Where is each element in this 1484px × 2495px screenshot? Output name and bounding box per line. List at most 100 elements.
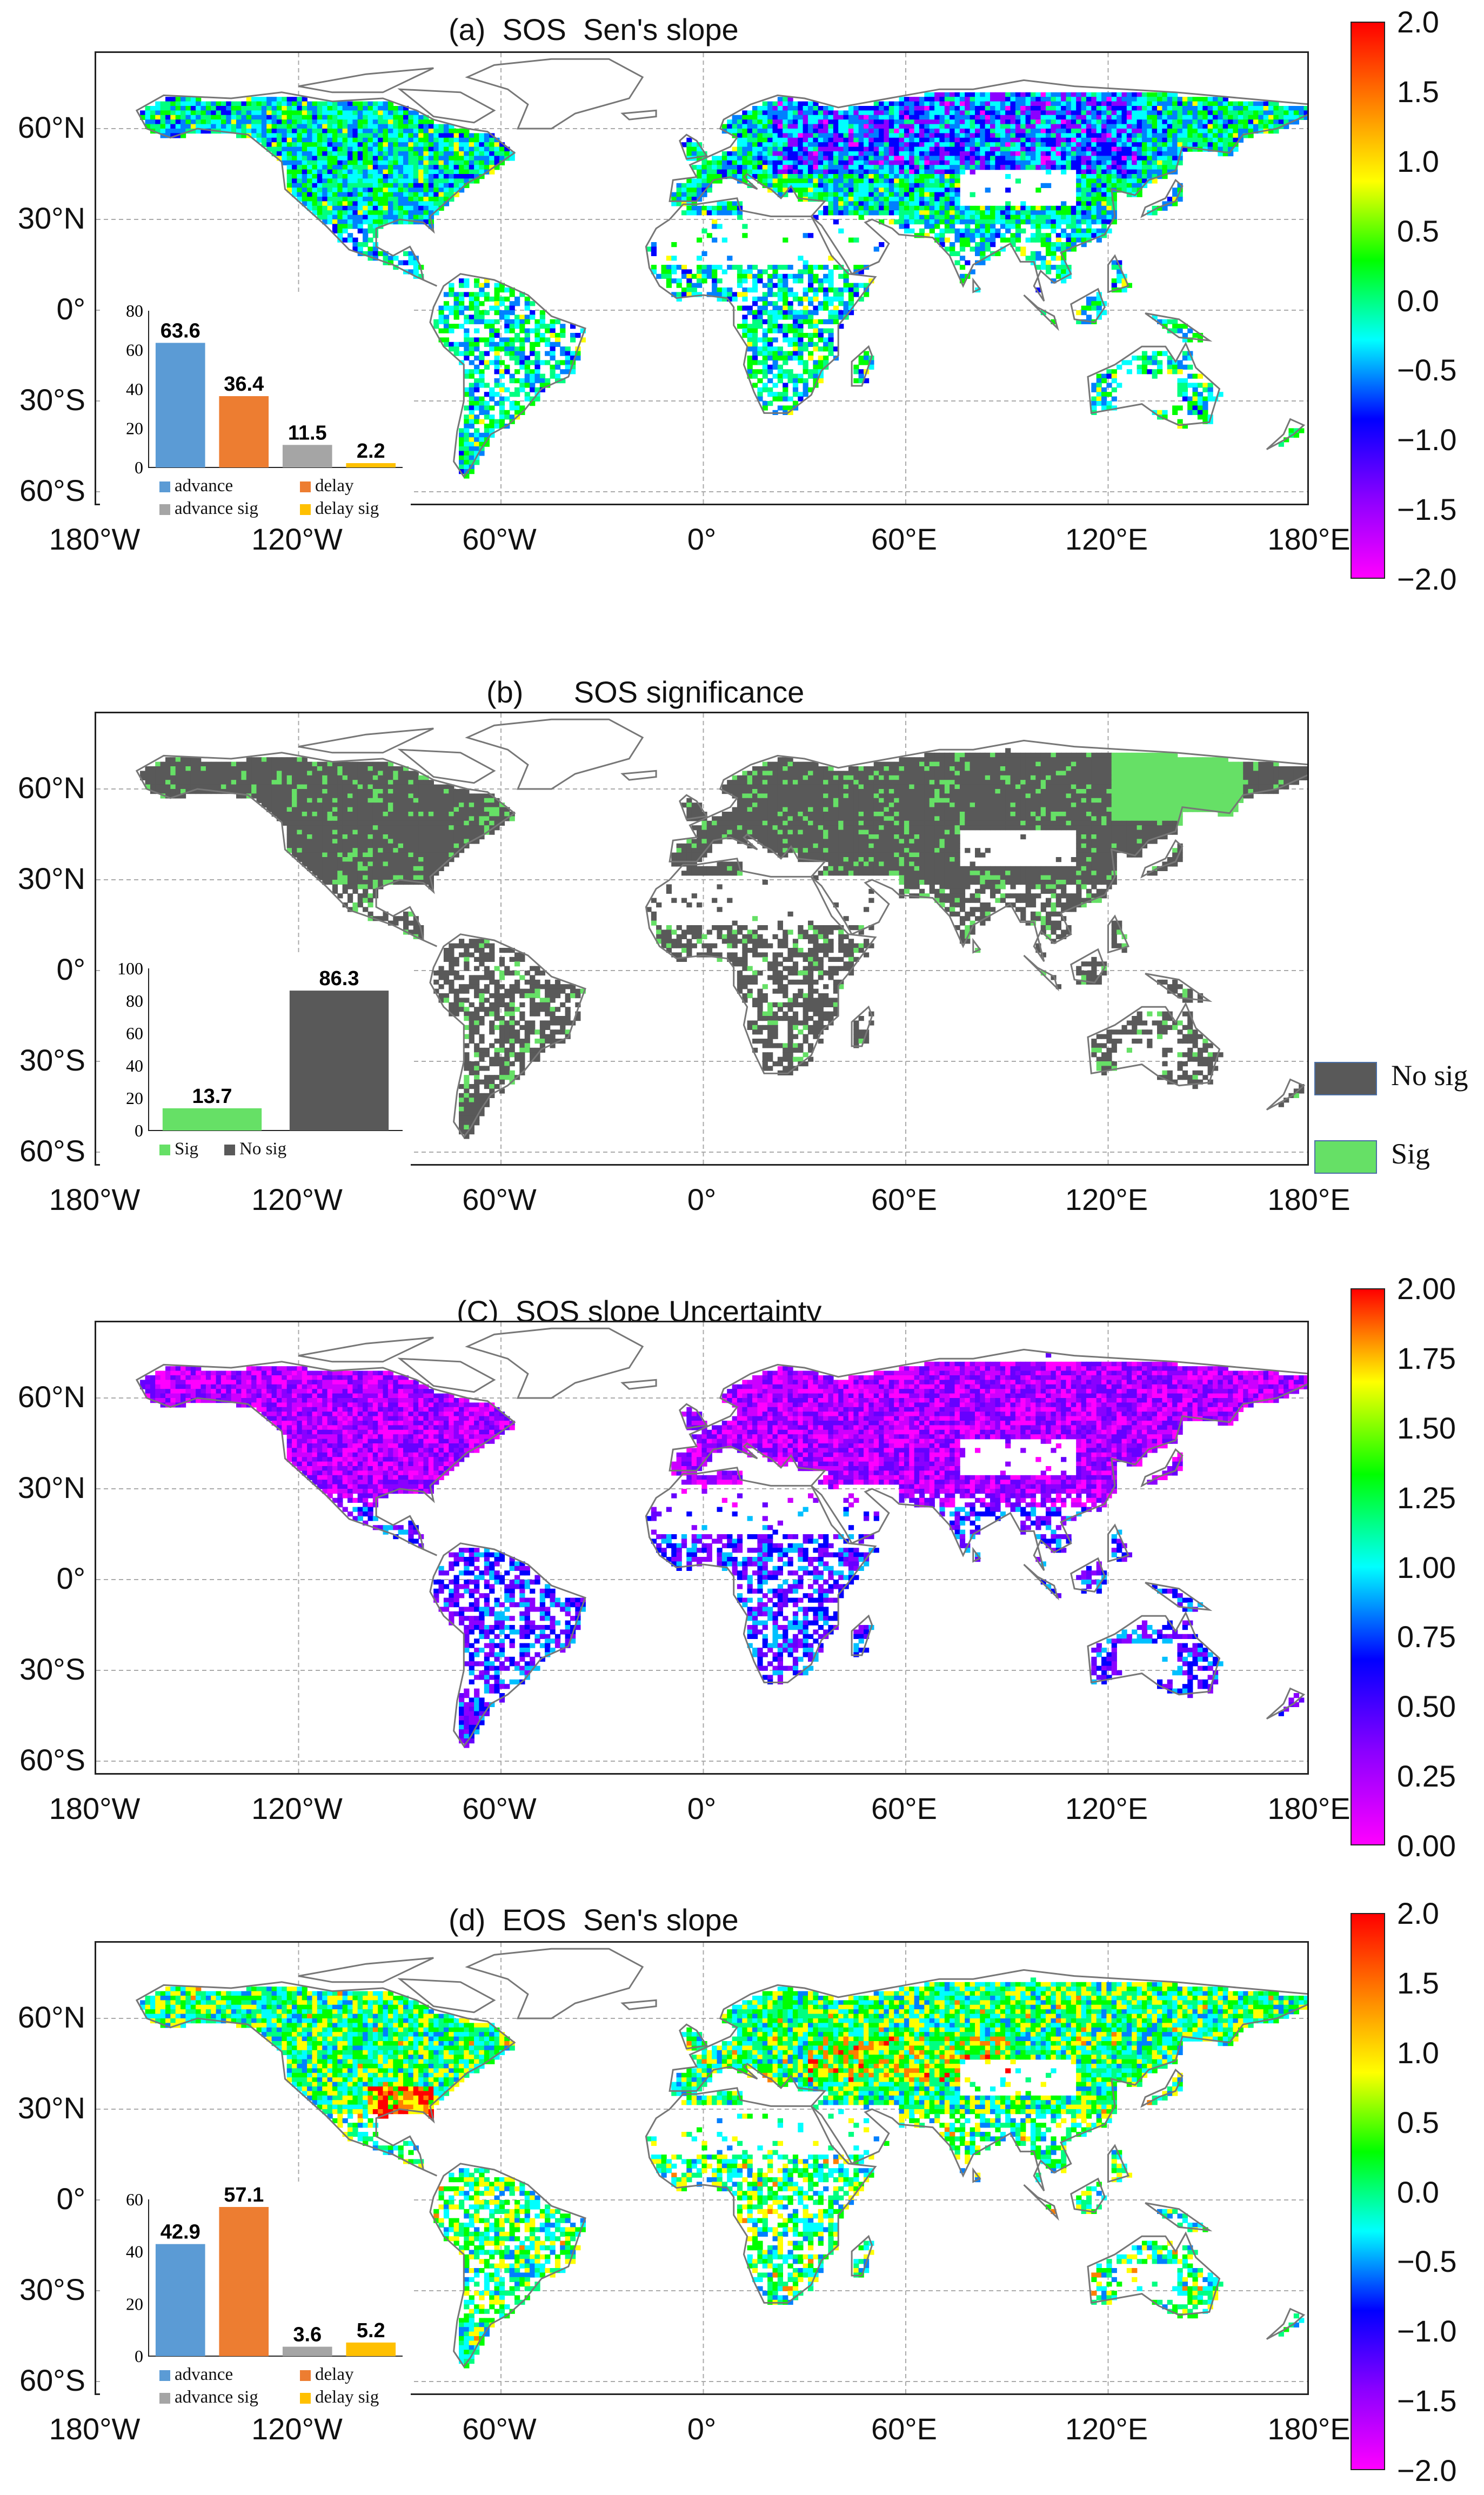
coastline-newguinea: [1145, 2202, 1213, 2232]
coastline-srilanka: [972, 2167, 981, 2183]
lon-tick-label: 120°W: [227, 1791, 367, 1826]
inset-ytick-label: 40: [126, 1056, 143, 1075]
lon-tick-label: 60°W: [429, 1182, 570, 1217]
lon-tick-label: 0°: [632, 2411, 772, 2446]
coastline-nz: [1266, 418, 1306, 450]
coastline-uk: [679, 1403, 708, 1429]
legend-sig: Sig: [1314, 1137, 1430, 1174]
colorbar: [1351, 1288, 1385, 1845]
legend-label: advance sig: [175, 499, 258, 518]
inset-value-label: 63.6: [161, 319, 200, 342]
lat-tick-label: 30°N: [0, 1470, 85, 1505]
inset-legend-entry: advance sig: [159, 2387, 258, 2407]
panel-b: (b) SOS significance No sig Sig 100 80 60 4…: [0, 660, 1484, 1309]
coastline-samerica: [429, 2163, 586, 2368]
panel-title: (a) SOS Sen's slope: [449, 12, 739, 47]
coastline-philippines: [1107, 1523, 1130, 1563]
coastline-eurasia: [669, 1348, 1307, 1571]
colorbar-tick-label: 0.0: [1397, 283, 1439, 318]
coastline-nz: [1266, 1687, 1306, 1720]
coastline-indonesia: [1023, 294, 1059, 331]
coastline-africa: [645, 1467, 877, 1683]
coastline-eurasia: [669, 739, 1307, 962]
colorbar-tick-label: −0.5: [1397, 2244, 1457, 2279]
legend-label: No sig: [1391, 1059, 1468, 1092]
inset-ytick-label: 0: [135, 2346, 143, 2366]
coastline-srilanka: [972, 938, 981, 954]
coastline-namerica: [135, 91, 516, 287]
coastline-iceland: [620, 1999, 657, 2010]
data-pixels: [140, 1353, 1307, 1748]
coastline-madagascar: [851, 345, 873, 387]
lat-tick-label: 0°: [0, 291, 85, 326]
inset-bar: [155, 2244, 205, 2356]
lon-tick-label: 120°W: [227, 2411, 367, 2446]
legend-swatch: [159, 504, 170, 516]
coastline-greenland: [465, 1327, 644, 1399]
colorbar-tick-label: 1.00: [1397, 1550, 1456, 1585]
data-pixels: [140, 748, 1307, 1139]
inset-bar-chart: 60 40 20 0 42.9 57.1 3.6 5.2 advance delay advance…: [100, 2183, 411, 2421]
inset-legend-entry: advance sig: [159, 499, 258, 519]
lat-tick-label: 30°S: [0, 382, 85, 417]
lon-tick-label: 180°E: [1239, 1791, 1379, 1826]
lon-tick-label: 180°E: [1239, 521, 1379, 557]
lat-tick-label: 60°N: [0, 1379, 85, 1414]
legend-swatch: [300, 481, 311, 493]
lat-tick-label: 30°N: [0, 2090, 85, 2125]
legend-label: delay sig: [315, 2387, 379, 2407]
inset-legend-entry: advance: [159, 476, 233, 496]
lat-tick-label: 60°S: [0, 1742, 85, 1777]
coastline-indonesia: [1023, 954, 1059, 992]
inset-legend-entry: delay: [300, 476, 353, 496]
colorbar-tick-label: −1.0: [1397, 422, 1457, 457]
coastline-arcticis: [298, 67, 434, 93]
coastline-philippines: [1107, 254, 1130, 293]
lat-tick-label: 30°S: [0, 1651, 85, 1687]
inset-svg: 80 60 40 20 0 63.6 36.4 11.5 2.2: [100, 295, 411, 532]
inset-value-label: 42.9: [161, 2221, 200, 2244]
coastline-borneo: [1070, 948, 1106, 984]
lat-tick-label: 60°N: [0, 770, 85, 805]
legend-swatch: [1314, 1061, 1377, 1095]
map: [95, 1941, 1309, 2395]
data-pixels: [140, 92, 1307, 479]
colorbar-tick-label: 1.0: [1397, 144, 1439, 179]
coastline-greenland: [465, 718, 644, 790]
legend-swatch: [159, 2370, 170, 2382]
colorbar-tick-label: −0.5: [1397, 352, 1457, 387]
lon-tick-label: 180°W: [24, 1182, 165, 1217]
legend-swatch: [159, 1145, 170, 1156]
inset-ytick-label: 0: [135, 458, 143, 477]
coastline-newguinea: [1145, 973, 1213, 1002]
lon-tick-label: 180°E: [1239, 1182, 1379, 1217]
lat-tick-label: 30°S: [0, 1042, 85, 1078]
inset-legend-entry: delay sig: [300, 499, 379, 519]
coastline-uk: [679, 2023, 708, 2050]
inset-ytick-label: 80: [126, 301, 143, 320]
colorbar-tick-label: 1.5: [1397, 74, 1439, 109]
legend-swatch: [159, 2393, 170, 2404]
coastline-greenland: [465, 1948, 644, 2019]
coastline-uk: [679, 794, 708, 820]
panel-title: (d) EOS Sen's slope: [449, 1902, 739, 1937]
legend-label: advance: [175, 476, 233, 496]
coastline-baffin: [397, 88, 496, 124]
lon-tick-label: 60°E: [834, 1791, 974, 1826]
land-svg: [96, 1322, 1307, 1773]
colorbar-tick-label: 2.0: [1397, 1896, 1439, 1931]
inset-ytick-label: 60: [126, 340, 143, 360]
inset-svg: 60 40 20 0 42.9 57.1 3.6 5.2: [100, 2183, 411, 2421]
lat-tick-label: 0°: [0, 1561, 85, 1596]
inset-bar: [155, 343, 205, 467]
lat-tick-label: 30°S: [0, 2272, 85, 2307]
coastline-australia: [1087, 342, 1221, 426]
inset-ytick-label: 20: [126, 2294, 143, 2313]
colorbar-tick-label: 0.5: [1397, 213, 1439, 249]
coastline-arcticis: [298, 1336, 434, 1363]
lon-tick-label: 120°W: [227, 1182, 367, 1217]
coastline-srilanka: [972, 277, 981, 293]
inset-bar-chart: 100 80 60 40 20 0 13.7 86.3 Sig No sig: [100, 952, 411, 1195]
coastline-arcticis: [298, 727, 434, 754]
inset-value-label: 86.3: [319, 967, 359, 990]
